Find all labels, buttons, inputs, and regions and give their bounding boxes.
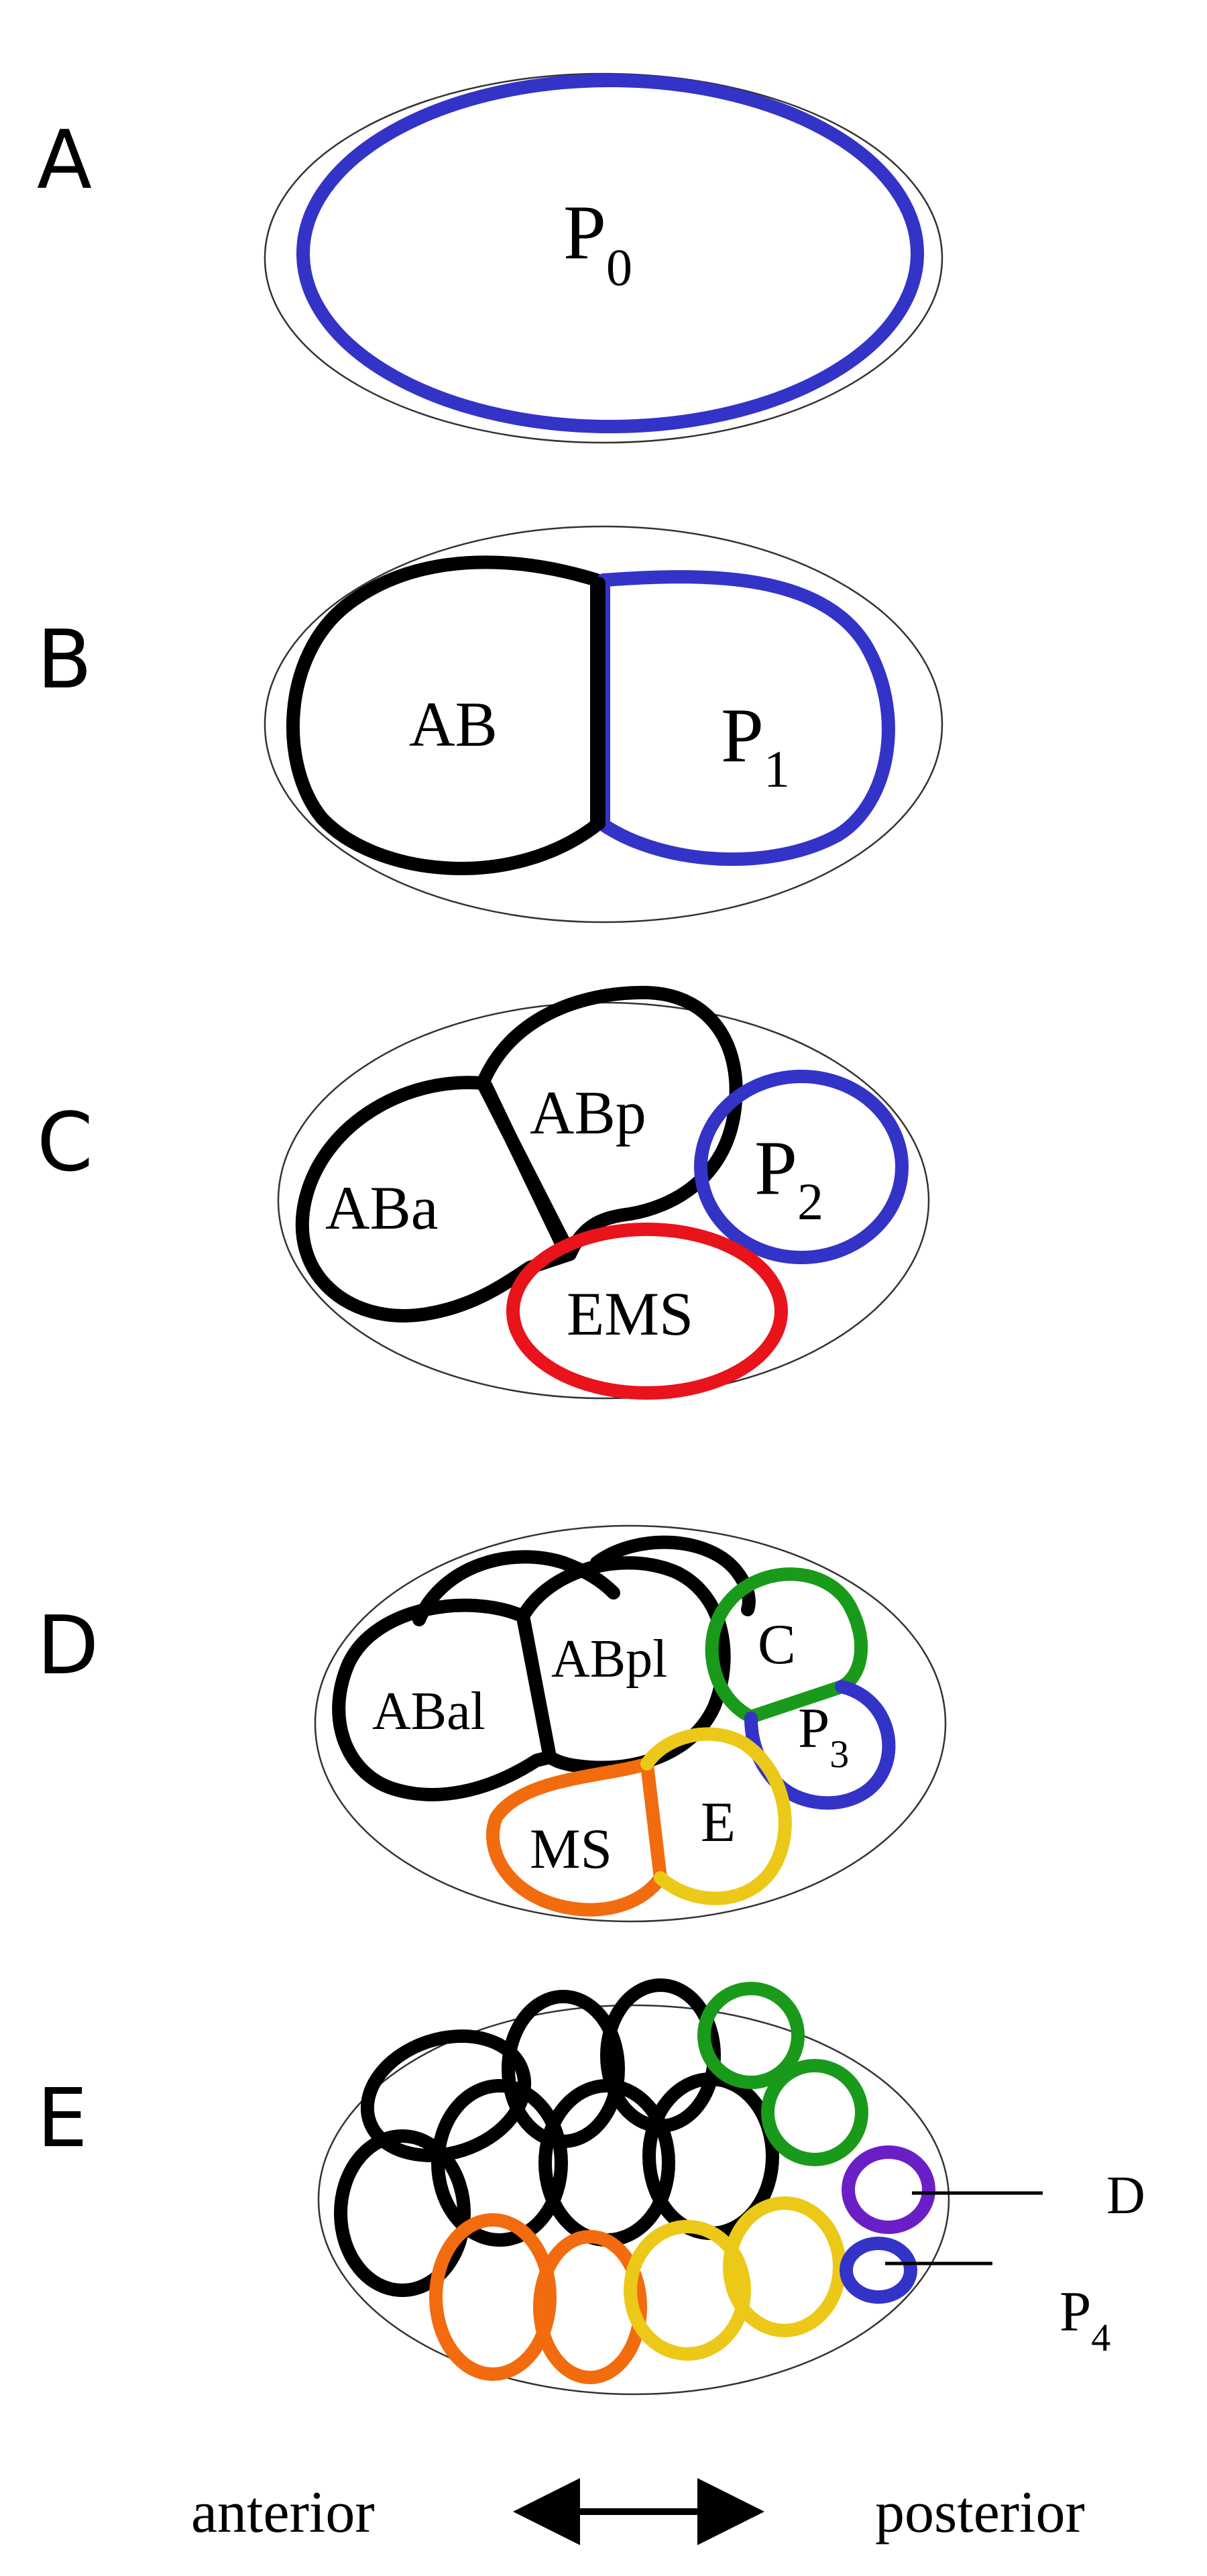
axis-legend: anterior posterior — [191, 2478, 1085, 2545]
cell-p1 — [597, 570, 895, 866]
callout-label-d: D — [1106, 2166, 1145, 2225]
division-aba-abp — [479, 1080, 570, 1254]
eggshell-b — [264, 525, 943, 923]
cell-abal — [332, 1598, 557, 1801]
panel-e: E D P4 — [37, 1978, 1145, 2396]
cell-d — [842, 2145, 935, 2234]
cell-ems — [506, 1223, 788, 1400]
label-p3: P3 — [798, 1697, 849, 1776]
panel-c: C ABa ABp P2 EMS — [37, 986, 930, 1400]
cell-p2 — [694, 1070, 909, 1264]
cell-ab-back-left — [412, 1550, 620, 1626]
cell-e-2 — [723, 2196, 846, 2337]
label-abal: ABal — [372, 1682, 485, 1741]
cell-e — [640, 1727, 792, 1905]
panel-letter-c: C — [37, 1097, 93, 1190]
label-c: C — [758, 1613, 796, 1676]
cell-ms-2 — [533, 2230, 647, 2384]
cell-aba — [295, 1076, 577, 1323]
division-abal-abpl — [516, 1611, 557, 1764]
cell-abp — [476, 986, 743, 1261]
cell-ab-back-right — [590, 1535, 756, 1616]
panel-a: A P0 — [37, 72, 943, 444]
eggshell-e — [317, 2004, 950, 2396]
panel-letter-d: D — [37, 1600, 99, 1693]
cell-ms — [486, 1757, 667, 1917]
eggshell-c — [277, 1001, 930, 1400]
panel-d: D ABal ABpl C P3 MS E — [37, 1524, 947, 1923]
cell-p0 — [296, 74, 924, 433]
cell-c-2 — [761, 2059, 868, 2166]
axis-label-posterior: posterior — [875, 2480, 1085, 2545]
label-aba: ABa — [325, 1174, 439, 1242]
division-ms-e — [640, 1758, 667, 1885]
label-ems: EMS — [567, 1280, 693, 1348]
callout-label-p4: P4 — [1059, 2280, 1110, 2359]
cell-ms-1 — [429, 2213, 557, 2381]
panel-letter-a: A — [37, 114, 92, 207]
panel-letter-b: B — [37, 614, 92, 707]
eggshell-d — [314, 1524, 947, 1923]
cell-c — [705, 1567, 868, 1724]
label-abp: ABp — [530, 1078, 646, 1147]
label-p1: P1 — [721, 693, 790, 798]
cell-ab-5 — [431, 2079, 568, 2247]
label-ab: AB — [409, 689, 498, 760]
panel-b: B AB P1 — [37, 525, 943, 923]
cell-e-1 — [624, 2220, 751, 2361]
cell-ab-4 — [334, 2129, 471, 2297]
label-e: E — [701, 1791, 736, 1854]
label-abpl: ABpl — [551, 1630, 667, 1689]
division-c-p3 — [744, 1680, 848, 1724]
panel-letter-e: E — [37, 2072, 88, 2166]
cell-ab-1 — [360, 2029, 532, 2162]
label-ms: MS — [530, 1817, 612, 1881]
cell-c-1 — [697, 1982, 805, 2089]
cell-ab — [286, 555, 604, 875]
eggshell-a — [264, 72, 943, 444]
cell-p4 — [840, 2237, 917, 2304]
axis-label-anterior: anterior — [191, 2480, 375, 2545]
label-p2: P2 — [754, 1125, 823, 1231]
label-p0: P0 — [563, 190, 632, 296]
